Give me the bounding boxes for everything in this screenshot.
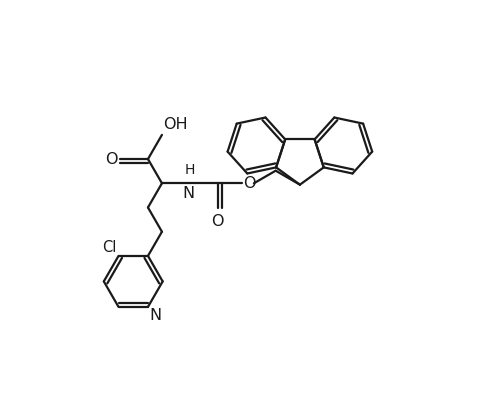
- Text: O: O: [244, 176, 256, 191]
- Text: O: O: [105, 152, 118, 166]
- Text: OH: OH: [163, 117, 188, 132]
- Text: O: O: [212, 215, 224, 229]
- Text: H: H: [184, 163, 195, 177]
- Text: N: N: [183, 186, 195, 201]
- Text: Cl: Cl: [102, 240, 116, 255]
- Text: N: N: [150, 308, 162, 324]
